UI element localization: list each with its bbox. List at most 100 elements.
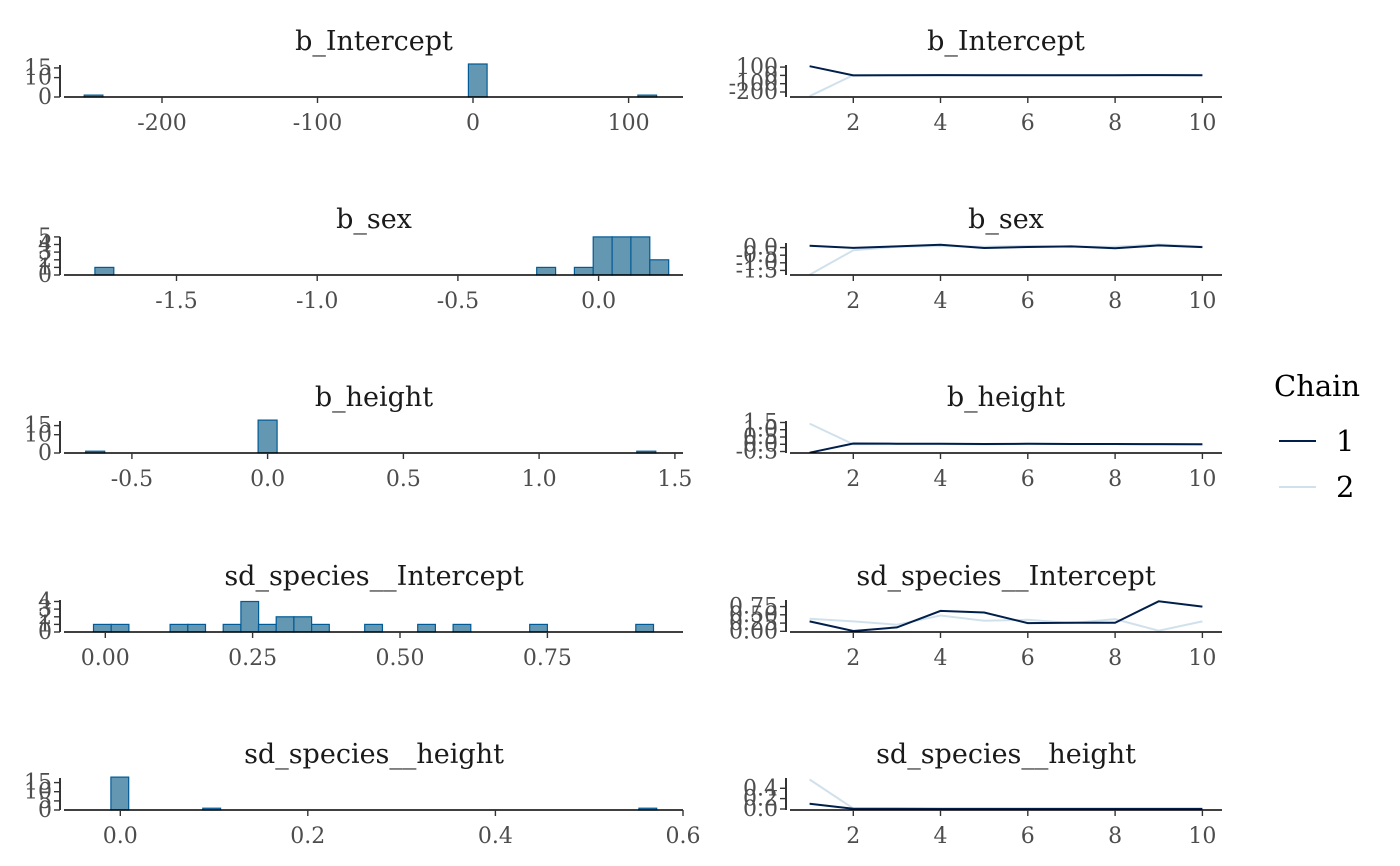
x-tick-label: 100 <box>608 111 650 136</box>
y-tick-label: 0 <box>764 63 778 88</box>
x-tick-label: 10 <box>1188 824 1216 849</box>
x-tick-label: 0 <box>466 111 480 136</box>
x-tick-label: 8 <box>1108 467 1122 492</box>
histogram-bar <box>630 236 651 276</box>
x-tick-label: 6 <box>1021 467 1035 492</box>
y-tick-label: 0 <box>38 620 52 645</box>
x-tick-label: 10 <box>1188 467 1216 492</box>
y-tick-label: 0.50 <box>729 603 778 628</box>
histogram-bar <box>529 623 549 633</box>
panel-title: sd_species__Intercept <box>224 561 524 592</box>
y-tick-label: 1.5 <box>743 411 778 436</box>
y-tick-label: 0 <box>38 85 52 110</box>
x-tick-label: 2 <box>846 289 860 314</box>
x-tick-label: 1.5 <box>657 467 692 492</box>
x-tick-label: 0.2 <box>290 824 325 849</box>
histogram-bar <box>417 623 437 633</box>
x-tick-label: 8 <box>1108 111 1122 136</box>
x-tick-label: 6 <box>1021 824 1035 849</box>
panel-title: b_sex <box>968 204 1044 235</box>
x-tick-label: 6 <box>1021 289 1035 314</box>
y-tick-label: 0 <box>38 798 52 823</box>
panels: b_Intercept-200 -100 0 10001015b_Intercept2… <box>24 26 1222 849</box>
histogram-bar <box>467 63 488 98</box>
panel-sd-species-intercept-trace: sd_species__Intercept 2 4 6 8 10 0.000.250.500… <box>729 561 1222 671</box>
panel-title: b_sex <box>336 204 412 235</box>
y-tick-label: 0.75 <box>729 595 778 620</box>
panel-title: b_height <box>315 382 433 413</box>
histogram-bar <box>240 600 260 633</box>
y-tick-label: 0 <box>38 263 52 288</box>
legend-label-chain-1: 1 <box>1336 424 1354 458</box>
y-tick-label: 0.0 <box>743 236 778 261</box>
x-tick-label: 0.50 <box>376 646 425 671</box>
y-tick-label: 10 <box>24 780 52 805</box>
x-tick-label: 0.25 <box>228 646 277 671</box>
trace-line-chain-1 <box>809 65 1203 77</box>
x-tick-label: 2 <box>846 646 860 671</box>
y-tick-label: 100 <box>736 55 778 80</box>
x-tick-label: 0.00 <box>81 646 130 671</box>
y-tick-label: 0.5 <box>743 425 778 450</box>
y-tick-label: 0.0 <box>743 432 778 457</box>
panel-b-sex-trace: b_sex 2 4 6 8 10 -1.5-1.0-0.50.0 <box>736 204 1222 314</box>
x-tick-label: -0.5 <box>437 289 479 314</box>
x-tick-label: 8 <box>1108 289 1122 314</box>
y-tick-label: 15 <box>24 414 52 439</box>
panel-b-height-trace: b_height 2 4 6 8 10 -0.50.00.51.01.5 <box>736 382 1222 492</box>
panel-title: b_Intercept <box>927 26 1085 57</box>
histogram-bar <box>92 623 112 633</box>
histogram-bar <box>257 419 278 454</box>
histogram-bar <box>257 623 277 633</box>
trace-line-chain-2 <box>809 614 1203 632</box>
y-tick-label: 2 <box>38 248 52 273</box>
y-tick-label: -1.5 <box>736 258 778 283</box>
trace-line-chain-1 <box>809 243 1203 250</box>
y-tick-label: 5 <box>38 789 52 814</box>
y-tick-label: -100 <box>729 72 778 97</box>
histogram-bar <box>635 623 655 633</box>
y-tick-label: 5 <box>38 225 52 250</box>
x-tick-label: 0.6 <box>666 824 701 849</box>
histogram-bar <box>611 236 632 276</box>
x-tick-label: -200 <box>137 111 186 136</box>
y-tick-label: -0.5 <box>736 440 778 465</box>
x-tick-label: 0.5 <box>386 467 421 492</box>
x-tick-label: 4 <box>934 646 948 671</box>
x-tick-label: 10 <box>1188 646 1216 671</box>
panel-title: b_Intercept <box>295 26 453 57</box>
histogram-bar <box>169 623 189 633</box>
y-tick-label: 3 <box>38 597 52 622</box>
x-tick-label: 8 <box>1108 646 1122 671</box>
x-tick-label: 8 <box>1108 824 1122 849</box>
histogram-bar <box>536 266 557 276</box>
y-tick-label: 4 <box>38 590 52 615</box>
panel-sd-species-intercept-histogram: sd_species__Intercept 0.00 0.25 0.50 0.75 012… <box>38 561 683 671</box>
x-tick-label: 0.4 <box>478 824 513 849</box>
trace-line-chain-2 <box>809 243 1203 276</box>
y-tick-label: 10 <box>24 423 52 448</box>
histogram-bar <box>187 623 207 633</box>
x-tick-label: -1.0 <box>296 289 338 314</box>
trace-line-chain-1 <box>809 600 1203 633</box>
trace-line-chain-1 <box>809 442 1203 454</box>
x-tick-label: 10 <box>1188 289 1216 314</box>
panel-title: sd_species__Intercept <box>856 561 1156 592</box>
panel-title: sd_species__height <box>244 739 504 770</box>
y-tick-label: 1 <box>38 255 52 280</box>
y-tick-label: 3 <box>38 240 52 265</box>
histogram-bar <box>222 623 242 633</box>
legend-label-chain-2: 2 <box>1336 470 1354 504</box>
y-tick-label: -1.0 <box>736 251 778 276</box>
histogram-bar <box>452 623 472 633</box>
x-tick-label: 4 <box>934 289 948 314</box>
y-tick-label: 1 <box>38 612 52 637</box>
x-tick-label: 1.0 <box>522 467 557 492</box>
histogram-bar <box>275 616 295 633</box>
panel-title: sd_species__height <box>876 739 1136 770</box>
panel-sd-species-height-trace: sd_species__height 2 4 6 8 10 0.00.20.4 <box>743 739 1222 849</box>
